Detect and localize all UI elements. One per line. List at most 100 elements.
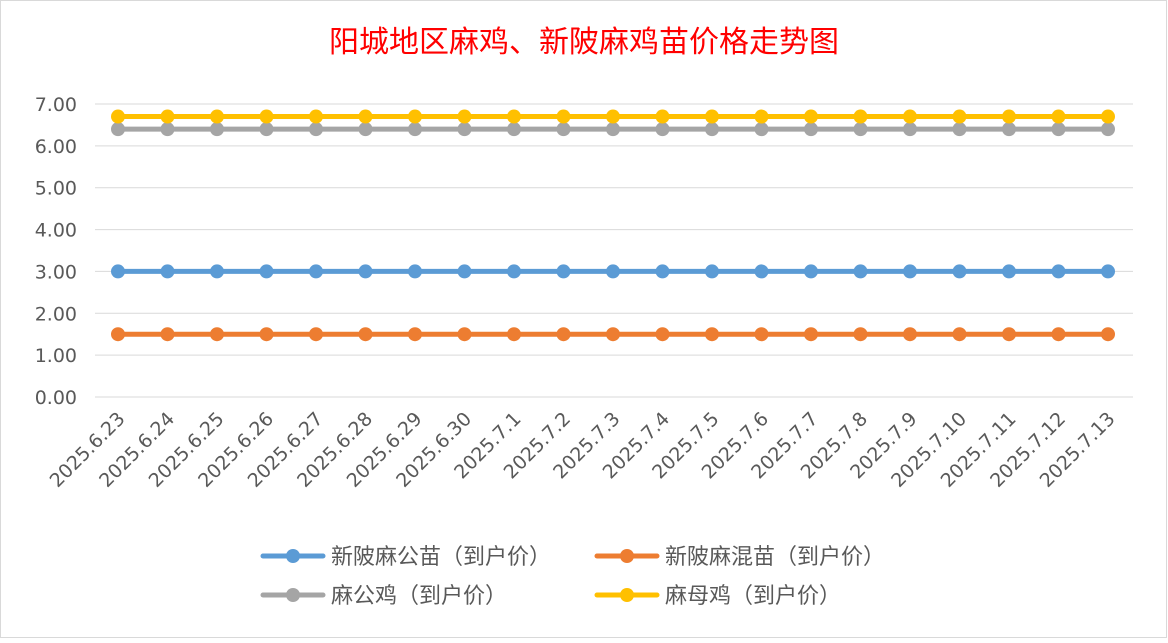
data-point <box>754 327 769 342</box>
data-point <box>1101 122 1115 137</box>
data-point <box>408 264 422 279</box>
legend-item: 新陂麻公苗（到户价） <box>260 545 551 570</box>
legend-label: 麻公鸡（到户价） <box>331 584 507 609</box>
data-point <box>754 264 769 279</box>
data-point <box>507 122 521 137</box>
data-point <box>853 122 868 137</box>
data-point <box>210 327 224 342</box>
data-point <box>655 109 670 124</box>
data-point <box>754 122 769 137</box>
legend-item: 麻母鸡（到户价） <box>594 584 841 609</box>
legend: 新陂麻公苗（到户价） 新陂麻混苗（到户价） 麻公鸡（到户价） 麻母鸡（到户价） <box>260 545 885 609</box>
data-point <box>1002 327 1016 342</box>
data-point <box>952 109 967 124</box>
data-point <box>210 109 224 124</box>
data-point <box>358 327 373 342</box>
data-point <box>309 327 323 342</box>
data-point <box>309 264 323 279</box>
data-point <box>903 327 917 342</box>
data-point <box>111 109 125 124</box>
data-point <box>259 327 274 342</box>
data-point <box>160 264 175 279</box>
data-point <box>457 122 472 137</box>
data-point <box>1051 109 1066 124</box>
legend-swatch-marker <box>286 588 300 602</box>
legend-item: 麻公鸡（到户价） <box>260 584 507 609</box>
data-point <box>210 264 224 279</box>
data-point <box>903 264 917 279</box>
data-point <box>556 264 571 279</box>
data-point <box>1101 327 1115 342</box>
data-point <box>358 122 373 137</box>
data-point <box>457 109 472 124</box>
data-point <box>1002 122 1016 137</box>
data-point <box>606 109 620 124</box>
data-point <box>556 109 571 124</box>
data-point <box>655 122 670 137</box>
data-point <box>1101 109 1115 124</box>
data-point <box>903 122 917 137</box>
y-axis-tick-labels: 0.00 1.00 2.00 3.00 4.00 5.00 6.00 7.00 <box>35 94 77 409</box>
data-point <box>309 109 323 124</box>
data-point <box>259 109 274 124</box>
data-point <box>408 109 422 124</box>
data-point <box>408 327 422 342</box>
data-point <box>705 122 719 137</box>
data-point <box>952 327 967 342</box>
data-point <box>1051 264 1066 279</box>
data-point <box>606 327 620 342</box>
data-point <box>259 264 274 279</box>
y-tick-label: 4.00 <box>35 220 77 242</box>
data-point <box>160 122 175 137</box>
data-point <box>1101 264 1115 279</box>
data-point <box>1002 109 1016 124</box>
legend-label: 新陂麻公苗（到户价） <box>331 545 551 570</box>
data-point <box>457 264 472 279</box>
y-tick-label: 7.00 <box>35 94 77 116</box>
data-point <box>804 122 818 137</box>
data-point <box>210 122 224 137</box>
legend-label: 麻母鸡（到户价） <box>665 584 841 609</box>
y-tick-label: 0.00 <box>35 387 77 409</box>
data-point <box>705 264 719 279</box>
legend-swatch-marker <box>286 549 300 563</box>
data-point <box>111 327 125 342</box>
series-group <box>111 109 1115 124</box>
data-point <box>804 264 818 279</box>
data-point <box>457 327 472 342</box>
data-point <box>358 264 373 279</box>
data-point <box>853 109 868 124</box>
series-group <box>111 264 1115 279</box>
y-tick-label: 5.00 <box>35 178 77 200</box>
data-point <box>358 109 373 124</box>
y-tick-label: 2.00 <box>35 303 77 325</box>
series-lines <box>111 109 1115 342</box>
data-point <box>556 122 571 137</box>
data-point <box>705 109 719 124</box>
data-point <box>655 264 670 279</box>
data-point <box>853 327 868 342</box>
data-point <box>754 109 769 124</box>
data-point <box>556 327 571 342</box>
data-point <box>309 122 323 137</box>
data-point <box>507 264 521 279</box>
data-point <box>507 327 521 342</box>
data-point <box>853 264 868 279</box>
data-point <box>705 327 719 342</box>
legend-label: 新陂麻混苗（到户价） <box>665 545 885 570</box>
data-point <box>804 327 818 342</box>
data-point <box>903 109 917 124</box>
y-tick-label: 6.00 <box>35 136 77 158</box>
data-point <box>160 327 175 342</box>
data-point <box>952 122 967 137</box>
data-point <box>507 109 521 124</box>
data-point <box>655 327 670 342</box>
data-point <box>606 264 620 279</box>
data-point <box>952 264 967 279</box>
data-point <box>160 109 175 124</box>
legend-swatch-marker <box>620 588 634 602</box>
series-group <box>111 327 1115 342</box>
y-tick-label: 3.00 <box>35 261 77 283</box>
